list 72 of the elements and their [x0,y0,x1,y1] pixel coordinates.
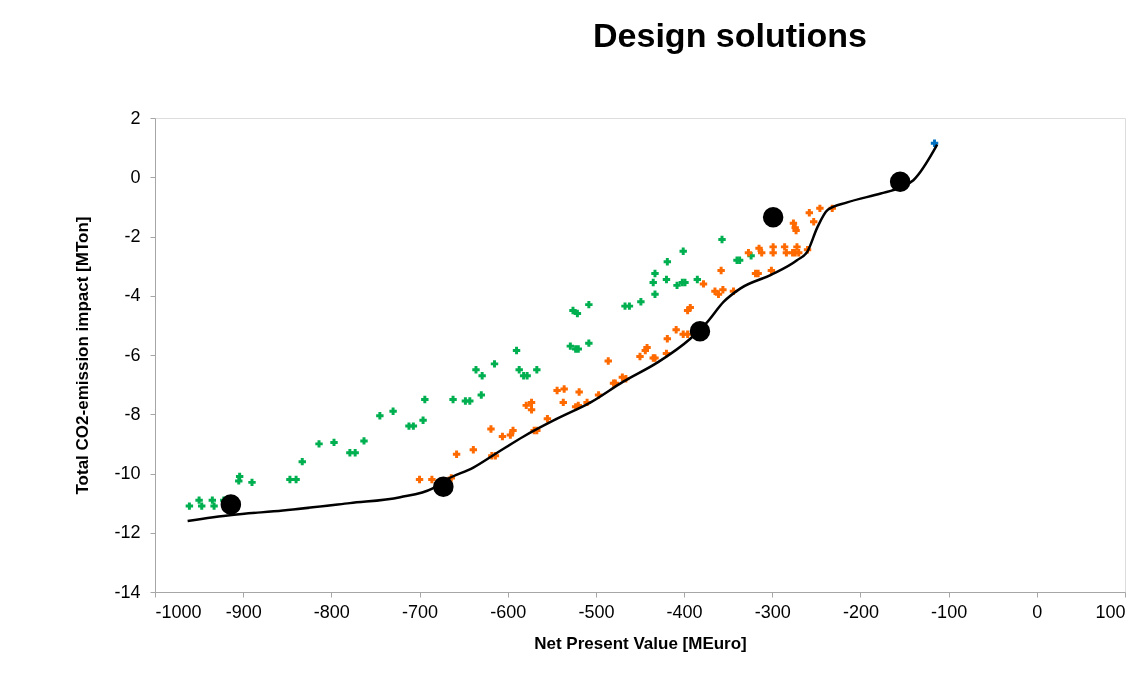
point [718,235,726,244]
point [208,496,217,504]
point [195,496,203,504]
y-tick-label: 0 [130,166,141,187]
x-tick-label: -900 [225,601,262,622]
point [651,290,659,298]
y-tick-label: -2 [124,226,141,246]
y-tick-label: 2 [130,107,141,128]
x-tick-label: -100 [931,601,968,622]
point [360,437,368,445]
point [649,278,657,287]
point [315,440,323,448]
y-tick-label: -14 [114,581,141,602]
x-axis-title: Net Present Value [MEuro] [534,633,747,653]
point [185,502,194,510]
x-tick-label: -1000 [155,601,202,622]
point [889,171,911,192]
x-tick-label: 100 [1095,601,1126,622]
point [637,297,645,306]
point [421,395,429,404]
point [419,416,427,424]
point [466,397,474,405]
y-tick-label: -8 [124,403,141,424]
point [930,139,939,147]
point [477,391,485,399]
point [478,372,486,380]
point [515,366,523,374]
y-tick-label: -12 [114,522,141,543]
point [449,395,457,404]
point [351,449,359,457]
point [651,269,659,278]
x-tick-label: -200 [842,601,879,622]
point [762,207,784,228]
x-tick-label: -300 [754,601,791,622]
x-tick-label: -400 [666,601,703,622]
y-tick-label: -10 [114,463,141,483]
y-axis-title: Total CO2-emission impact [MTon] [73,216,93,495]
point [689,321,711,342]
chart-title: Design solutions [593,16,867,54]
point [625,302,634,310]
y-tick-label: -4 [124,285,141,306]
point [673,281,681,290]
point [376,412,384,420]
point [409,422,418,430]
point [490,360,499,368]
x-tick-label: 0 [1032,601,1043,622]
y-tick-label: -6 [124,344,141,365]
point [662,275,671,284]
point [585,300,593,309]
point [663,257,672,266]
point [298,457,306,466]
point [512,346,521,355]
point [573,309,582,318]
x-tick-label: -500 [578,601,615,622]
x-tick-label: -700 [402,601,439,622]
point [693,275,702,284]
point [679,247,687,256]
point [389,407,397,415]
point [330,438,338,447]
point [210,502,218,510]
point [533,366,541,374]
point [585,339,593,347]
point [248,478,256,487]
point [472,366,480,374]
x-tick-label: -800 [313,601,350,622]
point [292,475,300,484]
point [220,494,242,515]
x-tick-label: -600 [490,601,527,622]
point [235,477,243,485]
point [433,476,454,498]
point [198,502,206,510]
point [566,342,575,350]
